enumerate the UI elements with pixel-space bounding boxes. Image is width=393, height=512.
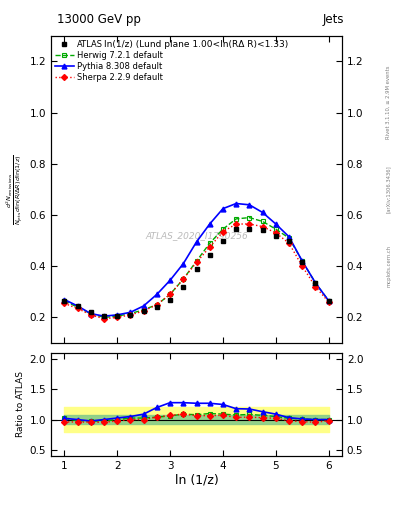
Pythia 8.308 default <box>154 291 159 297</box>
Line: ATLAS: ATLAS <box>62 227 331 318</box>
Sherpa 2.2.9 default <box>88 312 93 318</box>
ATLAS <box>194 266 199 272</box>
Y-axis label: $\frac{d^2 N_\mathrm{emissions}}{N_\mathrm{jets}\,d\ln(R/\Delta R)\,d\ln(1/z)}$: $\frac{d^2 N_\mathrm{emissions}}{N_\math… <box>5 154 26 225</box>
Sherpa 2.2.9 default <box>300 263 305 269</box>
Text: mcplots.cern.ch: mcplots.cern.ch <box>386 245 391 287</box>
Herwig 7.2.1 default <box>168 291 173 297</box>
Pythia 8.308 default <box>247 202 252 208</box>
Text: ln(1/z) (Lund plane 1.00<ln(RΔ R)<1.33): ln(1/z) (Lund plane 1.00<ln(RΔ R)<1.33) <box>105 40 288 50</box>
Pythia 8.308 default <box>115 312 119 318</box>
Herwig 7.2.1 default <box>234 216 239 222</box>
Herwig 7.2.1 default <box>194 258 199 264</box>
Line: Herwig 7.2.1 default: Herwig 7.2.1 default <box>62 215 331 320</box>
Herwig 7.2.1 default <box>181 276 185 282</box>
Herwig 7.2.1 default <box>247 215 252 221</box>
Pythia 8.308 default <box>128 309 133 315</box>
ATLAS <box>274 232 278 239</box>
Pythia 8.308 default <box>274 221 278 227</box>
Sherpa 2.2.9 default <box>154 302 159 308</box>
Sherpa 2.2.9 default <box>260 223 265 229</box>
Pythia 8.308 default <box>300 258 305 264</box>
Pythia 8.308 default <box>260 209 265 216</box>
Line: Sherpa 2.2.9 default: Sherpa 2.2.9 default <box>62 222 331 321</box>
Herwig 7.2.1 default <box>154 302 159 308</box>
Pythia 8.308 default <box>141 303 146 309</box>
Pythia 8.308 default <box>234 200 239 206</box>
Pythia 8.308 default <box>208 221 212 227</box>
ATLAS <box>88 309 93 315</box>
Herwig 7.2.1 default <box>313 280 318 286</box>
Legend: ATLAS, Herwig 7.2.1 default, Pythia 8.308 default, Sherpa 2.2.9 default: ATLAS, Herwig 7.2.1 default, Pythia 8.30… <box>53 38 164 84</box>
Sherpa 2.2.9 default <box>220 228 225 234</box>
Herwig 7.2.1 default <box>274 226 278 232</box>
Herwig 7.2.1 default <box>62 298 67 304</box>
Herwig 7.2.1 default <box>286 235 291 241</box>
Herwig 7.2.1 default <box>115 313 119 319</box>
Text: Jets: Jets <box>322 13 344 26</box>
Pythia 8.308 default <box>168 278 173 284</box>
Sherpa 2.2.9 default <box>75 305 80 311</box>
Pythia 8.308 default <box>102 313 107 319</box>
ATLAS <box>62 298 67 304</box>
Sherpa 2.2.9 default <box>313 284 318 290</box>
ATLAS <box>208 252 212 258</box>
Pythia 8.308 default <box>88 310 93 316</box>
Sherpa 2.2.9 default <box>326 299 331 305</box>
Herwig 7.2.1 default <box>208 240 212 246</box>
Pythia 8.308 default <box>220 205 225 212</box>
Sherpa 2.2.9 default <box>141 308 146 314</box>
ATLAS <box>313 280 318 286</box>
Herwig 7.2.1 default <box>260 219 265 225</box>
Sherpa 2.2.9 default <box>102 315 107 322</box>
Text: ATLAS_2020_I1790256: ATLAS_2020_I1790256 <box>145 231 248 240</box>
Pythia 8.308 default <box>75 303 80 309</box>
ATLAS <box>326 298 331 304</box>
Sherpa 2.2.9 default <box>194 260 199 266</box>
X-axis label: ln (1/z): ln (1/z) <box>174 473 219 486</box>
Herwig 7.2.1 default <box>128 310 133 316</box>
Herwig 7.2.1 default <box>326 298 331 304</box>
ATLAS <box>247 226 252 232</box>
Pythia 8.308 default <box>286 233 291 240</box>
Herwig 7.2.1 default <box>102 314 107 321</box>
Sherpa 2.2.9 default <box>286 240 291 246</box>
Sherpa 2.2.9 default <box>234 221 239 227</box>
ATLAS <box>300 260 305 266</box>
Herwig 7.2.1 default <box>220 226 225 232</box>
Herwig 7.2.1 default <box>141 307 146 313</box>
Sherpa 2.2.9 default <box>181 276 185 282</box>
Sherpa 2.2.9 default <box>274 230 278 236</box>
ATLAS <box>260 227 265 233</box>
Text: 13000 GeV pp: 13000 GeV pp <box>57 13 141 26</box>
Pythia 8.308 default <box>62 296 67 303</box>
ATLAS <box>234 226 239 232</box>
Sherpa 2.2.9 default <box>247 221 252 227</box>
Herwig 7.2.1 default <box>75 304 80 310</box>
ATLAS <box>128 312 133 318</box>
Sherpa 2.2.9 default <box>128 312 133 318</box>
Pythia 8.308 default <box>194 239 199 245</box>
Y-axis label: Ratio to ATLAS: Ratio to ATLAS <box>17 372 26 437</box>
ATLAS <box>115 313 119 319</box>
Text: Rivet 3.1.10, ≥ 2.9M events: Rivet 3.1.10, ≥ 2.9M events <box>386 66 391 139</box>
Pythia 8.308 default <box>326 298 331 304</box>
ATLAS <box>102 313 107 319</box>
Pythia 8.308 default <box>313 280 318 286</box>
Pythia 8.308 default <box>181 261 185 267</box>
ATLAS <box>181 284 185 290</box>
Sherpa 2.2.9 default <box>208 244 212 250</box>
Sherpa 2.2.9 default <box>115 314 119 321</box>
Sherpa 2.2.9 default <box>168 291 173 297</box>
ATLAS <box>154 304 159 310</box>
ATLAS <box>286 238 291 244</box>
ATLAS <box>75 303 80 309</box>
ATLAS <box>141 308 146 314</box>
Text: [arXiv:1306.3436]: [arXiv:1306.3436] <box>386 165 391 214</box>
Herwig 7.2.1 default <box>88 310 93 316</box>
ATLAS <box>168 296 173 303</box>
Herwig 7.2.1 default <box>300 258 305 264</box>
Line: Pythia 8.308 default: Pythia 8.308 default <box>62 201 331 318</box>
Sherpa 2.2.9 default <box>62 300 67 306</box>
ATLAS <box>220 238 225 244</box>
